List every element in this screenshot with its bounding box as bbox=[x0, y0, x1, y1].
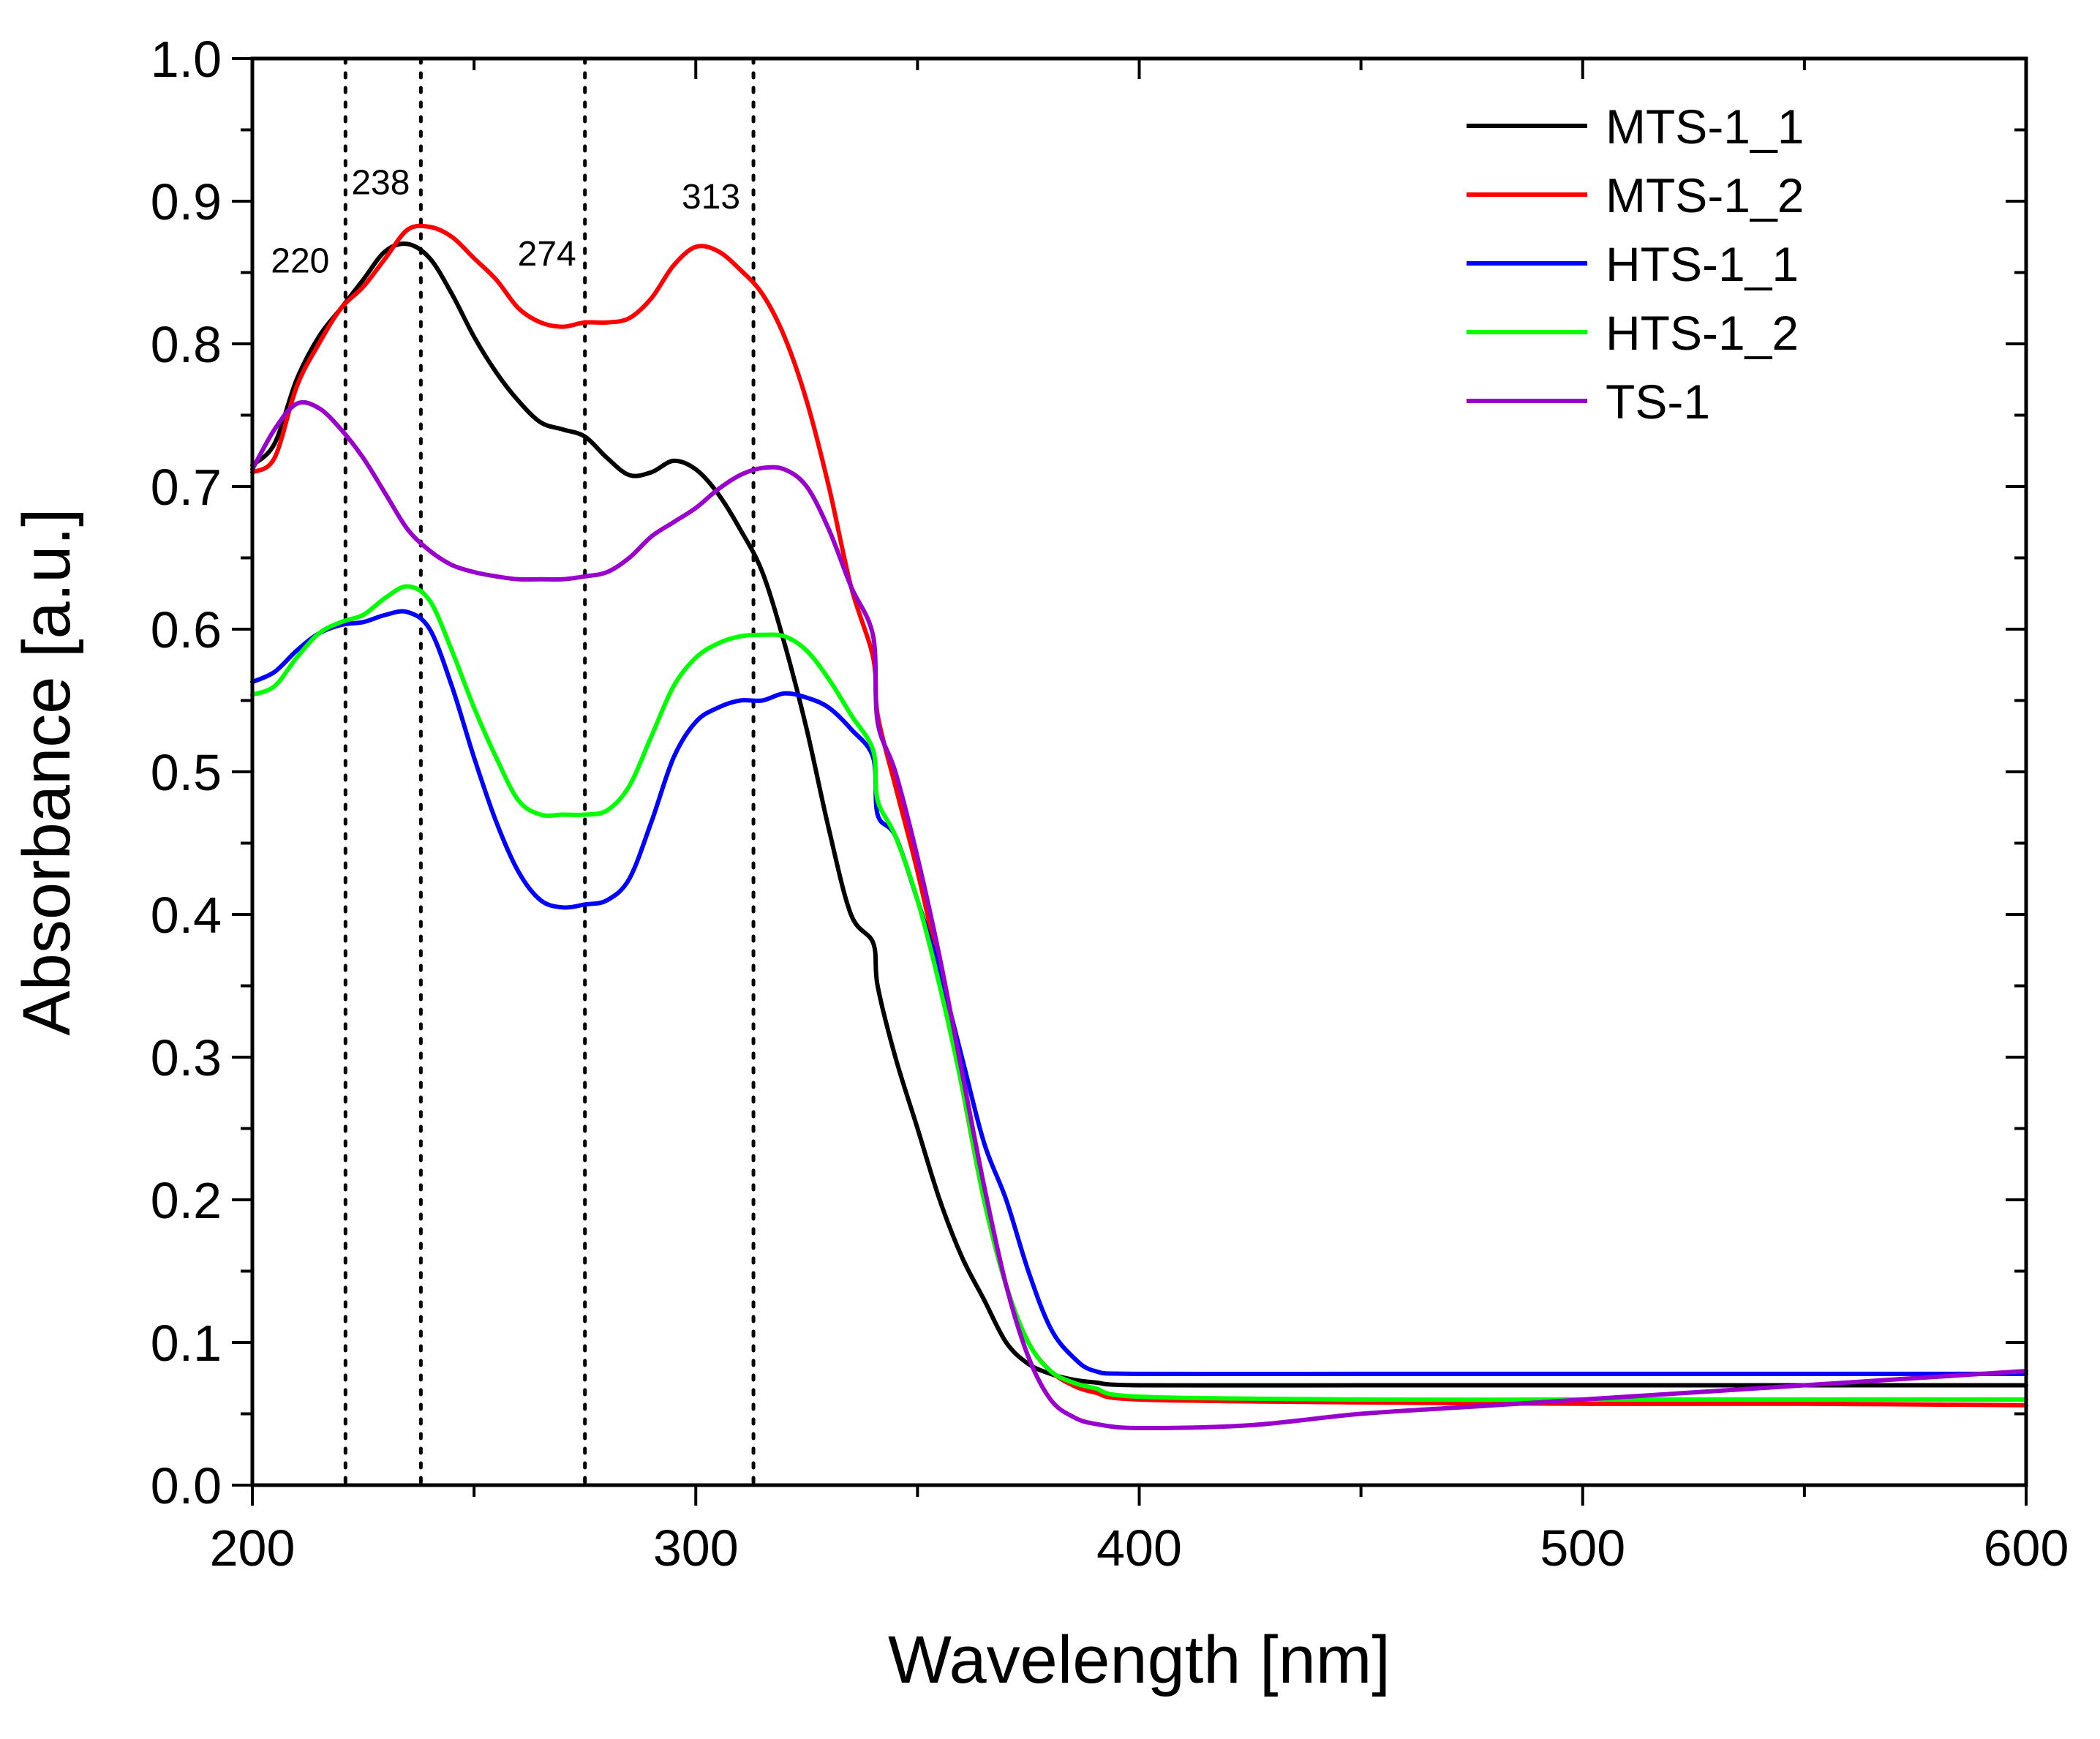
series-line-TS-1 bbox=[250, 399, 2028, 1431]
y-axis-title: Absorbance [a.u.] bbox=[10, 508, 84, 1035]
annotations: 220 238 274 313 bbox=[271, 163, 740, 280]
reference-lines bbox=[343, 56, 756, 1487]
legend-label-TS-1: TS-1 bbox=[1606, 375, 1710, 429]
y-tick-label: 0.6 bbox=[151, 601, 222, 658]
y-tick-label: 0.0 bbox=[151, 1457, 222, 1514]
legend-label-HTS-1_2: HTS-1_2 bbox=[1606, 306, 1799, 360]
series-line-HTS-1_1 bbox=[250, 609, 2028, 1377]
y-tick-label: 0.7 bbox=[151, 459, 222, 516]
y-tick-label: 0.2 bbox=[151, 1172, 222, 1229]
ticks-layer: 200 300 400 500 600 0.0 0.1 0.2 0.3 0.4 0.5 0.6 0.7 0… bbox=[151, 31, 2069, 1577]
y-tick-label: 0.3 bbox=[151, 1029, 222, 1086]
x-tick-label: 400 bbox=[1096, 1520, 1182, 1577]
series-layer bbox=[250, 223, 2028, 1431]
peak-label-238: 238 bbox=[351, 163, 410, 202]
y-tick-label: 0.5 bbox=[151, 744, 222, 801]
peak-label-274: 274 bbox=[518, 235, 576, 274]
y-tick-label: 0.8 bbox=[151, 316, 222, 373]
x-tick-label: 600 bbox=[1984, 1520, 2069, 1577]
y-tick-label: 1.0 bbox=[151, 31, 222, 88]
legend-label-HTS-1_1: HTS-1_1 bbox=[1606, 237, 1799, 291]
y-tick-label: 0.4 bbox=[151, 887, 222, 944]
series-line-MTS-1_2 bbox=[250, 223, 2028, 1408]
peak-label-313: 313 bbox=[682, 178, 740, 217]
y-tick-label: 0.1 bbox=[151, 1315, 222, 1372]
x-tick-label: 500 bbox=[1540, 1520, 1625, 1577]
series-line-MTS-1_1 bbox=[250, 241, 2028, 1388]
legend: MTS-1_1 MTS-1_2 HTS-1_1 HTS-1_2 TS-1 bbox=[1467, 99, 1804, 429]
series-line-HTS-1_2 bbox=[250, 584, 2028, 1402]
legend-label-MTS-1_1: MTS-1_1 bbox=[1606, 99, 1804, 154]
x-tick-label: 200 bbox=[210, 1520, 296, 1577]
legend-label-MTS-1_2: MTS-1_2 bbox=[1606, 168, 1804, 222]
x-axis-title: Wavelength [nm] bbox=[888, 1623, 1390, 1697]
y-tick-label: 0.9 bbox=[151, 173, 222, 230]
x-tick-label: 300 bbox=[653, 1520, 739, 1577]
peak-label-220: 220 bbox=[271, 242, 329, 281]
